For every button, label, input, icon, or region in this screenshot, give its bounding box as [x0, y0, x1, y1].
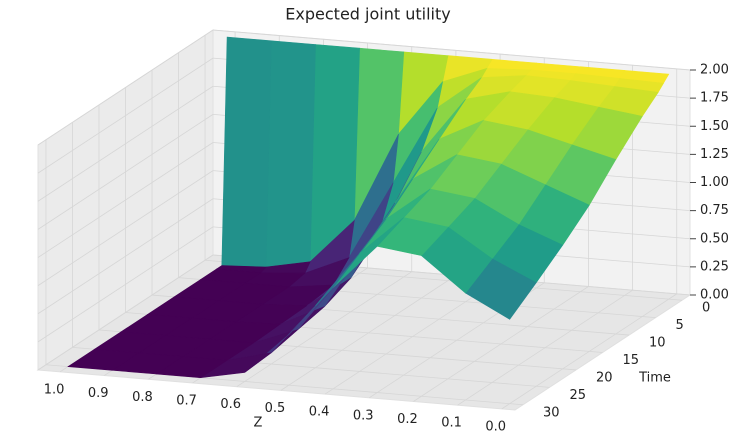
y-tick-label: 0	[702, 301, 710, 316]
grid-line	[212, 29, 691, 71]
z-tick-label: 0.50	[700, 231, 729, 246]
grid-line	[37, 254, 214, 371]
z-tick-label: 0.75	[700, 203, 729, 218]
grid-line	[37, 114, 214, 230]
y-tick-label: 10	[649, 336, 666, 351]
y-tick-label: 5	[676, 318, 684, 333]
grid-line	[37, 85, 214, 202]
z-tick-label: 1.25	[700, 147, 729, 162]
y-tick-label: 15	[623, 353, 640, 368]
x-tick-label: 0.6	[220, 397, 241, 412]
z-tick-label: 1.75	[700, 91, 729, 106]
x-tick-label: 0.7	[176, 393, 197, 408]
x-tick-label: 0.3	[353, 408, 374, 423]
x-axis-label: Z	[254, 416, 263, 431]
z-tick-label: 1.50	[700, 119, 729, 134]
x-tick-label: 0.8	[132, 390, 153, 405]
x-tick-label: 0.4	[309, 405, 330, 420]
x-tick-label: 0.9	[88, 386, 109, 401]
grid-line	[37, 226, 214, 343]
chart-title: Expected joint utility	[285, 5, 450, 24]
grid-line	[37, 142, 214, 258]
surface-patch	[67, 348, 140, 371]
x-tick-label: 0.5	[265, 401, 286, 416]
grid-line	[37, 170, 214, 286]
grid-line	[37, 198, 214, 315]
z-tick-label: 2.00	[700, 63, 729, 78]
y-tick-label: 30	[543, 405, 560, 420]
y-tick-label: 25	[569, 388, 586, 403]
z-tick-label: 0.25	[700, 259, 729, 274]
surface-patch	[221, 36, 272, 268]
x-tick-label: 0.1	[441, 416, 462, 431]
grid-line	[37, 29, 214, 146]
z-tick-label: 1.00	[700, 175, 729, 190]
y-tick-label: 20	[596, 370, 613, 385]
x-tick-label: 0.0	[485, 419, 506, 434]
y-axis-label: Time	[638, 371, 671, 386]
x-tick-label: 0.2	[397, 412, 418, 427]
surface-patch	[265, 40, 316, 268]
x-tick-label: 1.0	[44, 382, 65, 397]
z-tick-label: 0.00	[700, 288, 729, 303]
grid-line	[37, 57, 214, 174]
